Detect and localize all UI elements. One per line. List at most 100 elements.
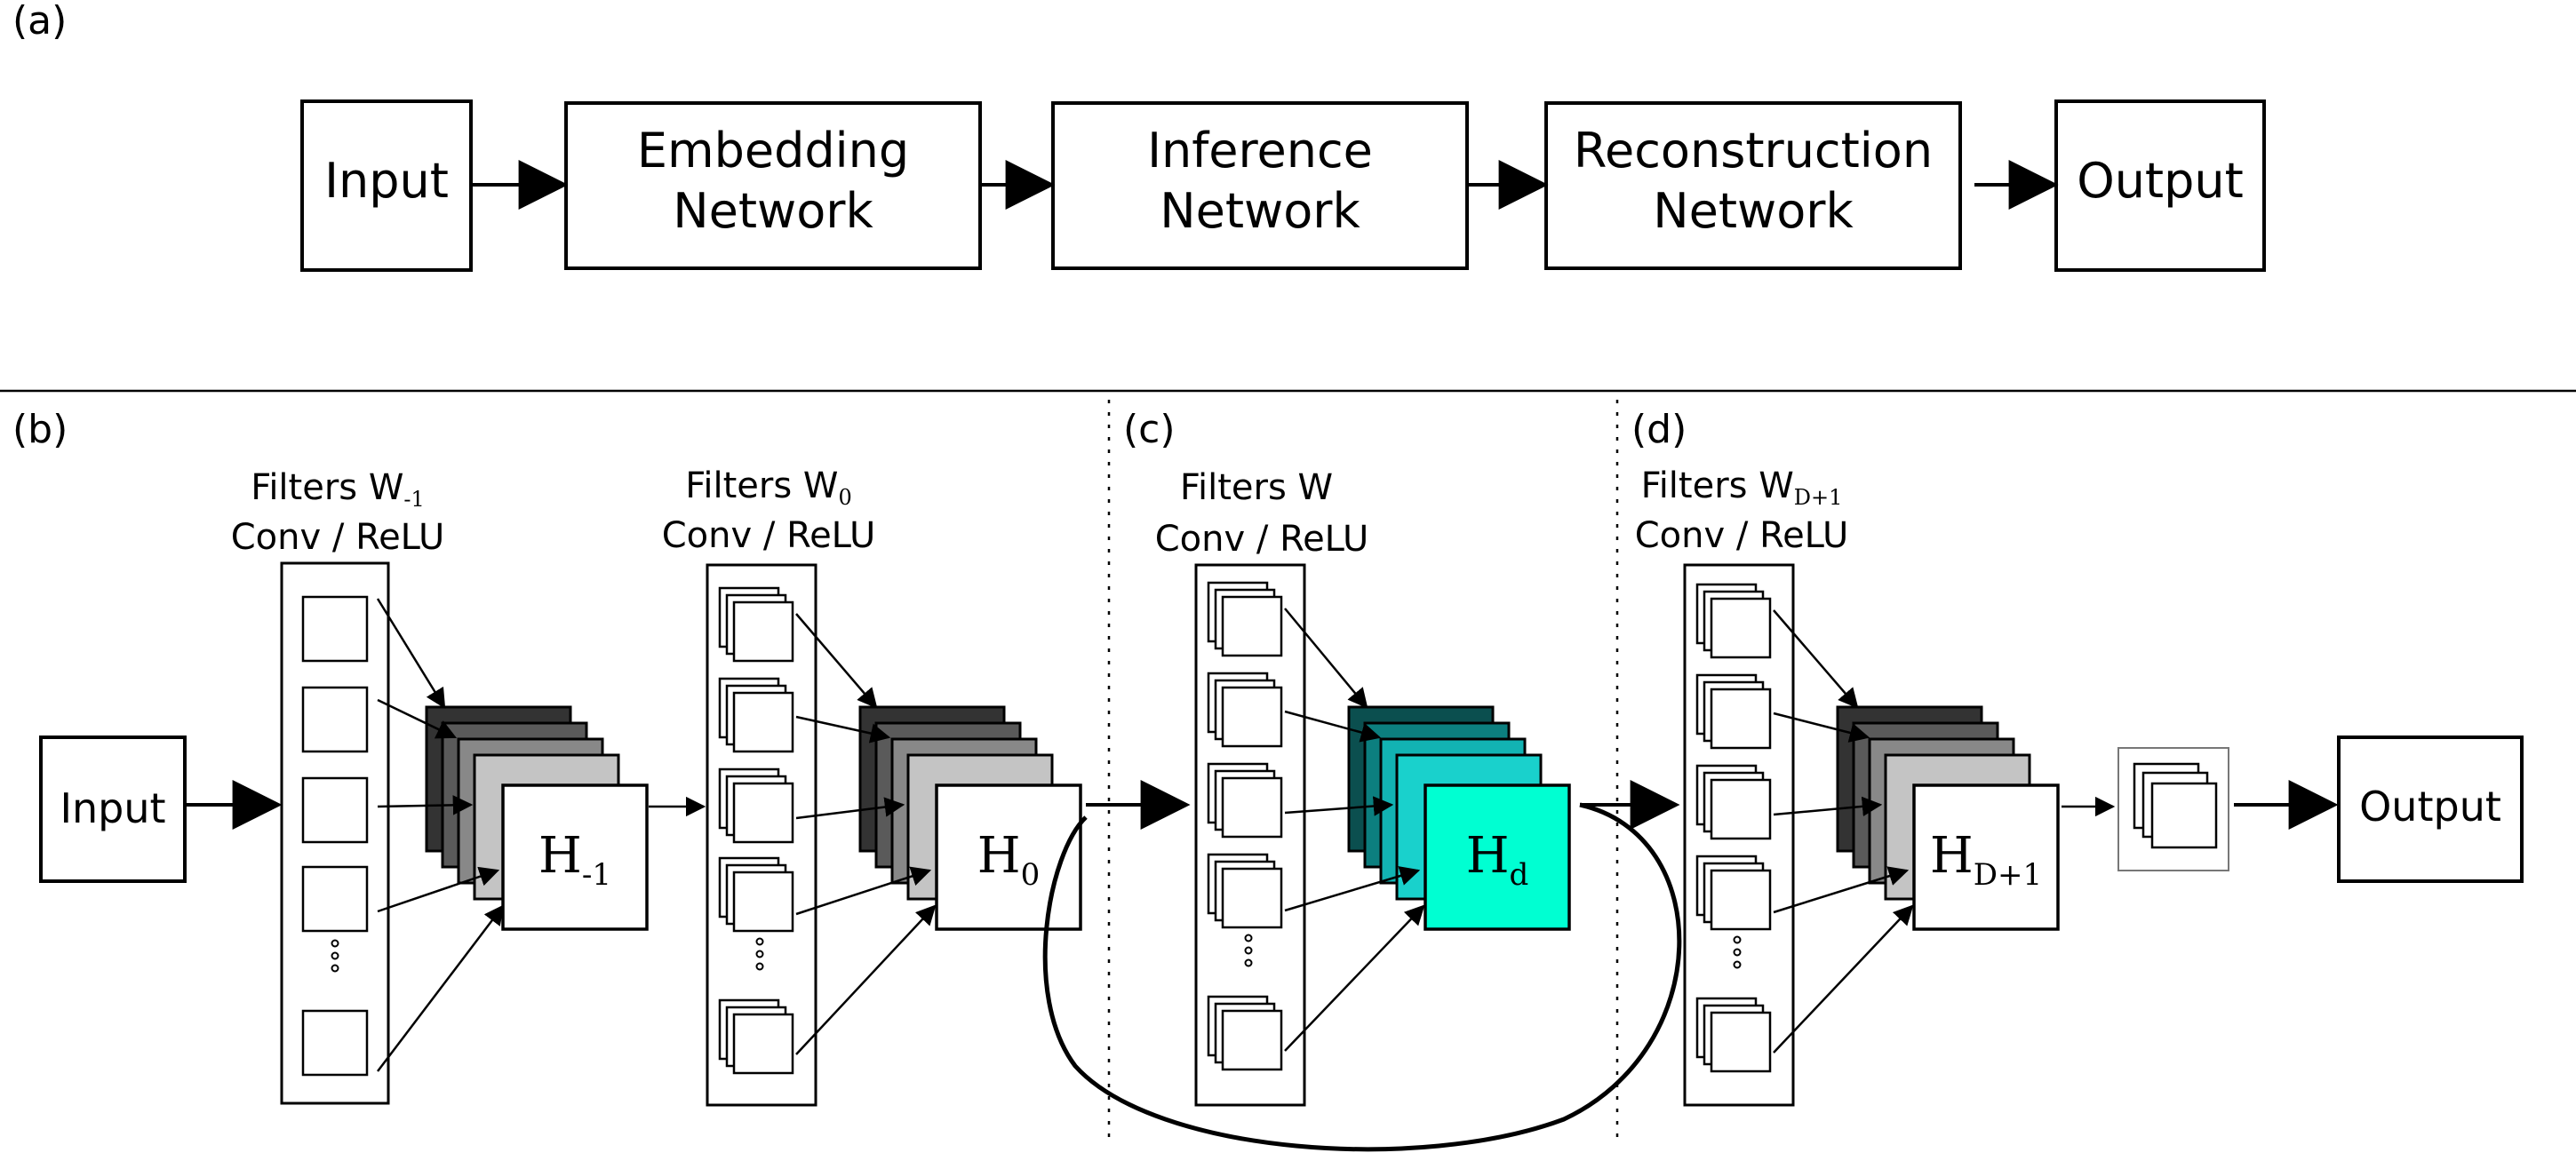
ellipsis-dots — [1244, 934, 1253, 967]
filter-slot — [1695, 855, 1772, 931]
filter-slot — [301, 1009, 369, 1077]
reconstruction-label-line2: Network — [1653, 183, 1854, 239]
filter-connection-arrow — [377, 866, 500, 913]
filter-slot — [1695, 673, 1772, 750]
pipeline-input-label: Input — [324, 153, 449, 209]
panel-label-c: (c) — [1123, 407, 1176, 452]
conv-relu-label: Conv / ReLU — [662, 515, 876, 556]
filter-slot — [1695, 764, 1772, 840]
filter-column-stage-D1 — [1683, 563, 1795, 1107]
panel-label-a: (a) — [12, 0, 67, 44]
filter-connection-arrow — [377, 795, 474, 815]
filters-label-stage-0: Filters W0 Conv / ReLU — [662, 465, 876, 556]
filters-text: Filters W — [1180, 467, 1333, 508]
pipeline-reconstruction-box: Reconstruction Network — [1544, 101, 1962, 270]
filter-connection-arrow — [795, 866, 932, 916]
filter-slot — [718, 998, 794, 1075]
filters-label-stage-D1: Filters WD+1 Conv / ReLU — [1635, 465, 1849, 556]
filter-slot — [301, 686, 369, 753]
output-filter-icon — [2117, 747, 2229, 871]
filter-slot — [718, 856, 794, 933]
network-output-box: Output — [2337, 736, 2524, 883]
inference-label-line1: Inference — [1147, 123, 1373, 179]
inference-label-line2: Network — [1160, 183, 1360, 239]
pipeline-output-box: Output — [2054, 99, 2266, 272]
filters-text: Filters W — [251, 467, 403, 508]
ellipsis-dots — [331, 939, 339, 973]
reconstruction-label-line1: Reconstruction — [1574, 123, 1933, 179]
filters-subscript: 0 — [838, 485, 851, 510]
svg-text:Filters WD+1: Filters WD+1 — [1641, 465, 1843, 510]
filter-slot — [718, 767, 794, 844]
filter-connection-arrow — [1284, 904, 1425, 1052]
feature-stack-stage-minus1: H-1 — [425, 705, 649, 931]
svg-text:Filters W0: Filters W0 — [685, 465, 851, 510]
filters-text: Filters W — [685, 465, 838, 506]
feature-stack-stage-D1: HD+1 — [1836, 705, 2060, 931]
filter-column-stage-0 — [706, 563, 817, 1107]
ellipsis-dots — [755, 937, 764, 971]
pipeline-output-label: Output — [2077, 153, 2244, 209]
filters-subscript: D+1 — [1794, 485, 1843, 510]
panel-label-d: (d) — [1631, 407, 1687, 452]
pipeline-inference-box: Inference Network — [1051, 101, 1469, 270]
filter-slot — [1207, 672, 1283, 748]
filters-subscript: -1 — [403, 487, 424, 512]
pipeline-embedding-box: Embedding Network — [564, 101, 982, 270]
feature-stack-stage-0: H0 — [858, 705, 1082, 931]
svg-text:Filters W-1: Filters W-1 — [251, 467, 425, 512]
embedding-label-line1: Embedding — [637, 123, 909, 179]
filter-connection-arrow — [376, 598, 446, 709]
h-label: H0 — [977, 827, 1040, 893]
filter-slot — [1207, 581, 1283, 657]
filter-slot — [1207, 853, 1283, 929]
filter-connection-arrow — [795, 613, 878, 709]
filter-connection-arrow — [1284, 866, 1421, 912]
filter-connection-arrow — [1284, 608, 1368, 709]
feature-map-front — [1424, 783, 1571, 931]
filter-slot — [1695, 997, 1772, 1073]
filters-text: Filters W — [1641, 465, 1794, 506]
filter-slot — [1207, 762, 1283, 839]
filters-label-stage-minus1: Filters W-1 Conv / ReLU — [231, 467, 445, 558]
filter-connection-arrow — [1773, 609, 1859, 709]
filter-connection-arrow — [795, 715, 891, 743]
filters-label-stage-d: Filters W Conv / ReLU — [1155, 467, 1369, 560]
filter-slot — [718, 586, 794, 663]
panel-label-b: (b) — [12, 407, 68, 452]
feature-map-front — [501, 783, 649, 931]
network-output-label: Output — [2359, 783, 2501, 831]
filter-connection-arrow — [1773, 796, 1883, 817]
filter-connection-arrow — [377, 698, 458, 739]
filter-connection-arrow — [1773, 712, 1870, 743]
filter-connection-arrow — [1284, 796, 1394, 816]
h-label: Hd — [1466, 827, 1529, 893]
network-input-box: Input — [39, 736, 187, 883]
h-label: H-1 — [538, 827, 611, 893]
feature-map-front — [1912, 783, 2060, 931]
recurrence-loop — [1042, 802, 1682, 1152]
embedding-label-line2: Network — [673, 183, 873, 239]
conv-relu-label: Conv / ReLU — [231, 517, 445, 558]
filter-connection-arrow — [795, 797, 905, 820]
filter-connection-arrow — [795, 904, 937, 1055]
network-input-label: Input — [60, 784, 165, 832]
svg-text:Filters W: Filters W — [1180, 467, 1333, 508]
filter-slot — [718, 677, 794, 753]
filter-column-stage-d — [1194, 563, 1306, 1107]
feature-map-front — [935, 783, 1082, 931]
conv-relu-label: Conv / ReLU — [1155, 519, 1369, 560]
filter-connection-arrow — [377, 904, 505, 1072]
filter-slot — [1207, 995, 1283, 1071]
filter-slot — [301, 865, 369, 933]
filter-connection-arrow — [1773, 866, 1910, 914]
h-label: HD+1 — [1930, 827, 2042, 893]
conv-relu-label: Conv / ReLU — [1635, 515, 1849, 556]
filter-slot — [301, 595, 369, 663]
filter-column-stage-minus1 — [280, 561, 390, 1105]
filter-connection-arrow — [1284, 710, 1382, 743]
feature-stack-stage-d: Hd — [1347, 705, 1571, 931]
ellipsis-dots — [1733, 935, 1742, 969]
pipeline-input-box: Input — [300, 99, 473, 272]
